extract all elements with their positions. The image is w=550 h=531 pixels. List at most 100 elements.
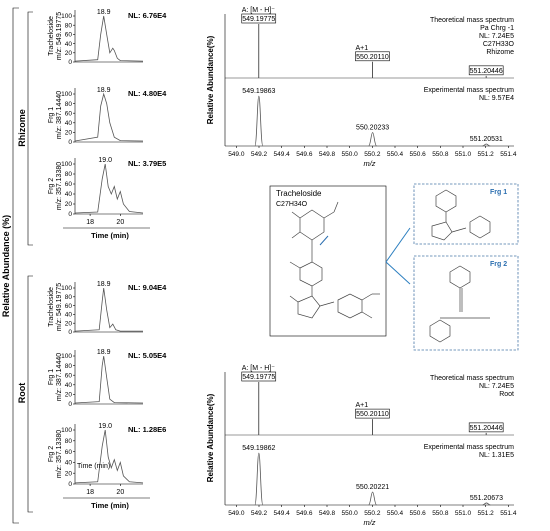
ms-stick-label-box (241, 371, 277, 382)
chromatogram-chromatogram-rhizome-frg1: 0 20 40 60 80 100 18.9 NL: 4.80E4 Frg 1 m/z: 387.… (48, 87, 167, 146)
chrom-ytick-label: 100 (61, 285, 72, 292)
chrom-ytick-label: 80 (65, 171, 73, 178)
ms-experimental-peak (254, 95, 264, 147)
chrom-ytick-label: 0 (68, 59, 72, 66)
ms-xlabel: m/z (363, 518, 375, 527)
chrom-ytick-label: 80 (65, 101, 73, 108)
chrom-peak-label: 19.0 (98, 423, 112, 430)
ms-mass-spectrum-rhizome: 549.0 549.2 549.4 549.6 549.8 550.0 550.2 550.4… (206, 7, 517, 168)
chrom-ytick-label: 60 (65, 181, 73, 188)
chrom-side-label-line1: Tracheloside (48, 287, 55, 327)
chrom-nl-label: NL: 3.79E5 (128, 159, 166, 168)
chrom-ytick-label: 0 (68, 481, 72, 488)
ms-experimental-info: NL: 9.57E4 (479, 95, 514, 102)
ms-xtick-label: 551.2 (478, 510, 495, 517)
chrom-xtick-label: 20 (116, 489, 124, 496)
ms-experimental-peak-label: 551.20531 (470, 136, 503, 143)
ms-stick-label-box (241, 13, 277, 24)
chrom-ytick-label: 20 (65, 130, 73, 137)
chrom-ytick-label: 40 (65, 460, 73, 467)
chrom-ytick-label: 0 (68, 139, 72, 146)
chrom-nl-label: NL: 4.80E4 (128, 89, 167, 98)
ms-stick-label: 549.19775 (242, 374, 275, 381)
ms-theoretical-info: Rhizome (486, 49, 514, 56)
ms-xtick-label: 550.4 (387, 510, 404, 517)
chrom-ytick-label: 100 (61, 161, 72, 168)
frg1-structure-drawing (431, 189, 491, 241)
arrow-to-frg2 (385, 261, 411, 285)
chrom-ytick-label: 40 (65, 382, 73, 389)
chrom-peak-label: 18.9 (97, 87, 111, 94)
frg1-box (413, 183, 519, 245)
ms-xtick-label: 550.2 (364, 151, 381, 158)
ms-experimental-peak (254, 452, 264, 506)
chrom-side-label-line2: m/z: 357.13380 (56, 430, 63, 478)
ms-experimental-label: Experimental mass spectrum (424, 87, 514, 94)
ms-xlabel: m/z (363, 159, 375, 168)
ms-stick-label-box (468, 422, 504, 433)
ms-theoretical-info: Pa Chrg -1 (480, 25, 514, 32)
chrom-nl-label: NL: 6.76E4 (128, 11, 167, 20)
root-bracket (27, 275, 33, 513)
chrom-trace (74, 429, 144, 484)
frg2-structure-drawing (429, 265, 490, 343)
frg2-label: Frg 2 (490, 261, 507, 268)
chrom-ytick-label: 80 (65, 22, 73, 29)
chrom-ytick-label: 40 (65, 41, 73, 48)
chrom-ytick-label: 20 (65, 392, 73, 399)
chrom-ytick-label: 60 (65, 110, 73, 117)
chrom-nl-label: NL: 9.04E4 (128, 283, 167, 292)
tracheloside-structure-drawing (289, 201, 380, 319)
chrom-xlabel: Time (min) (91, 231, 129, 240)
ms-xtick-label: 549.6 (296, 151, 313, 158)
chrom-ytick-label: 20 (65, 50, 73, 57)
chrom-ytick-label: 60 (65, 372, 73, 379)
structure-box (269, 185, 387, 337)
chromatogram-chromatogram-rhizome-frg2: 0 20 40 60 80 100 19.0 NL: 3.79E5 Frg 2 m/z: 357.… (48, 157, 166, 240)
time-in-plot-label: Time (min) (77, 463, 110, 470)
ms-xtick-label: 550.4 (387, 151, 404, 158)
chrom-ytick-label: 40 (65, 191, 73, 198)
chrom-ytick-label: 40 (65, 120, 73, 127)
chrom-ytick-label: 100 (61, 427, 72, 434)
ms-ylabel: Relative Abundance(%) (206, 35, 215, 124)
chrom-side-label-line2: m/z: 357.13380 (56, 162, 63, 210)
ms-stick-label-box (355, 408, 390, 419)
chrom-ytick-label: 100 (61, 353, 72, 360)
ms-theoretical-label: Theoretical mass spectrum (430, 375, 514, 382)
arrow-to-frg1 (385, 227, 411, 263)
chrom-peak-label: 18.9 (97, 281, 111, 288)
chrom-ytick-label: 20 (65, 320, 73, 327)
ms-xtick-label: 550.6 (410, 151, 427, 158)
ms-stick-label-box (355, 51, 390, 62)
chrom-peak-label: 19.0 (98, 157, 112, 164)
ms-experimental-peak-label: 550.20233 (356, 125, 389, 132)
ms-stick-tag: A: [M - H]⁻ (242, 7, 276, 14)
chrom-ytick-label: 0 (68, 401, 72, 408)
chromatogram-chromatogram-root-frg1: 0 20 40 60 80 100 18.9 NL: 5.05E4 Frg 1 m/z: 387.… (48, 349, 167, 408)
chrom-side-label-line1: Frg 2 (48, 446, 55, 462)
ms-experimental-peak-label: 549.19863 (242, 88, 275, 95)
chrom-trace (74, 92, 144, 142)
chrom-ytick-label: 40 (65, 312, 73, 319)
ms-stick-label: 550.20110 (356, 411, 389, 418)
fragment-2-panel: Frg 2 (413, 255, 519, 351)
chrom-ytick-label: 60 (65, 32, 73, 39)
chrom-side-label-line2: m/z: 549.19775 (56, 283, 63, 331)
ms-experimental-peak (482, 502, 491, 506)
chrom-xtick-label: 20 (116, 219, 124, 226)
chrom-side-label-line1: Frg 2 (48, 178, 55, 194)
frg2-box (413, 255, 519, 351)
chrom-peak-label: 18.9 (97, 9, 111, 16)
chrom-side-label-line2: m/z: 387.14440 (56, 91, 63, 139)
chrom-trace (74, 355, 144, 404)
ms-xtick-label: 549.2 (251, 510, 268, 517)
chrom-xlabel: Time (min) (91, 501, 129, 510)
chrom-ytick-label: 100 (61, 91, 72, 98)
ms-xtick-label: 549.0 (228, 151, 245, 158)
ms-theoretical-info: NL: 7.24E5 (479, 383, 514, 390)
chrom-ytick-label: 100 (61, 13, 72, 20)
chrom-ytick-label: 60 (65, 303, 73, 310)
frg1-label: Frg 1 (490, 189, 507, 196)
